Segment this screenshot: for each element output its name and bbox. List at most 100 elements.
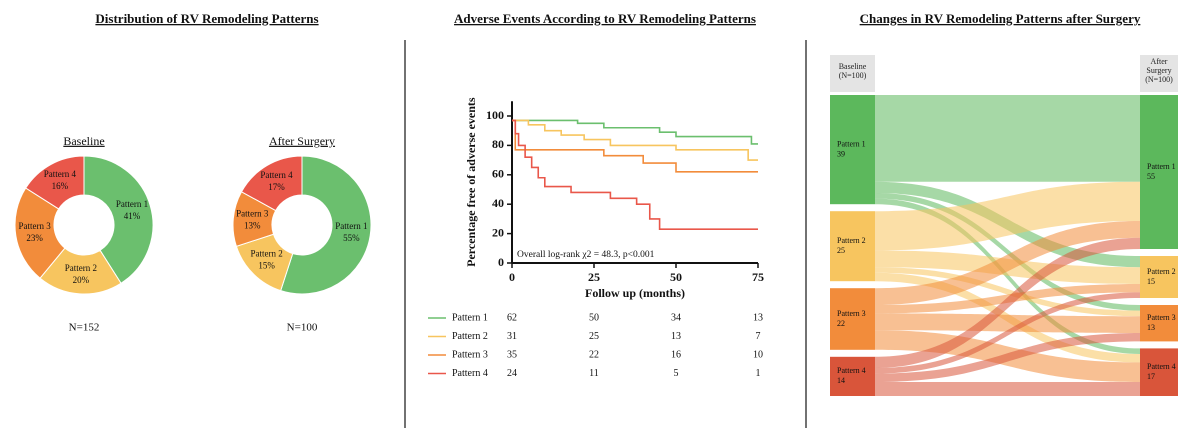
node-value: 25 — [837, 246, 845, 255]
y-tick-label: 100 — [486, 108, 504, 122]
slice-label: Pattern 2 — [251, 248, 283, 258]
x-tick-label: 25 — [588, 270, 600, 284]
slice-value: 16% — [52, 181, 69, 191]
node-value: 17 — [1147, 372, 1155, 381]
survival-curve — [512, 119, 758, 173]
flow — [875, 181, 1140, 251]
risk-count: 62 — [507, 312, 517, 323]
node-label: Pattern 3 — [1147, 313, 1176, 322]
slice-label: Pattern 3 — [18, 221, 51, 231]
node-value: 39 — [837, 149, 845, 158]
y-tick-label: 20 — [492, 225, 504, 239]
header-box — [1140, 55, 1178, 92]
pie-slice — [280, 155, 372, 295]
flow — [875, 95, 1140, 182]
pie-subtitle: After Surgery — [269, 134, 335, 148]
slice-label: Pattern 1 — [116, 199, 148, 209]
x-axis-label: Follow up (months) — [585, 286, 685, 300]
sankey-node — [830, 95, 875, 205]
risk-count: 13 — [753, 312, 763, 323]
flow — [875, 237, 1140, 368]
node-label: Pattern 2 — [837, 236, 866, 245]
legend-label: Pattern 2 — [452, 331, 488, 342]
risk-count: 34 — [671, 312, 681, 323]
slice-value: 23% — [26, 233, 43, 243]
x-tick-label: 75 — [752, 270, 764, 284]
legend-label: Pattern 1 — [452, 312, 488, 323]
node-value: 13 — [1147, 323, 1155, 332]
slice-value: 41% — [124, 211, 141, 221]
risk-count: 24 — [507, 368, 517, 379]
node-value: 22 — [837, 319, 845, 328]
pie-note: N=152 — [69, 322, 100, 334]
slice-label: Pattern 2 — [65, 263, 97, 273]
flow — [875, 292, 1140, 374]
sankey-node — [1140, 95, 1178, 249]
x-tick-label: 0 — [509, 270, 515, 284]
risk-count: 35 — [507, 349, 517, 360]
node-value: 15 — [1147, 277, 1155, 286]
slice-label: Pattern 4 — [44, 169, 77, 179]
survival-curve — [512, 119, 758, 161]
risk-count: 11 — [589, 368, 599, 379]
flow — [875, 198, 1140, 354]
risk-count: 7 — [756, 331, 761, 342]
sankey-node — [830, 211, 875, 282]
node-label: Pattern 1 — [837, 139, 866, 148]
slice-value: 55% — [343, 233, 360, 243]
node-value: 55 — [1147, 172, 1155, 181]
sankey-node — [1140, 305, 1178, 342]
y-tick-label: 40 — [492, 196, 504, 210]
risk-count: 50 — [589, 312, 599, 323]
slice-value: 13% — [244, 220, 261, 230]
legend-label: Pattern 4 — [452, 368, 488, 379]
node-label: Pattern 4 — [837, 366, 866, 375]
risk-count: 1 — [756, 368, 761, 379]
risk-count: 13 — [671, 331, 681, 342]
y-axis-label: Percentage free of adverse events — [464, 97, 478, 267]
node-value: 14 — [837, 376, 845, 385]
node-label: Pattern 1 — [1147, 162, 1176, 171]
flow — [875, 193, 1140, 311]
risk-count: 5 — [674, 368, 679, 379]
y-tick-label: 80 — [492, 137, 504, 151]
panel-title: Distribution of RV Remodeling Patterns — [95, 11, 318, 26]
survival-curve — [512, 119, 758, 230]
flow — [875, 313, 1140, 333]
risk-count: 31 — [507, 331, 517, 342]
pie-slice — [14, 187, 66, 279]
survival-curve — [512, 119, 758, 145]
risk-count: 16 — [671, 349, 681, 360]
risk-count: 10 — [753, 349, 763, 360]
sankey-node — [1140, 256, 1178, 298]
right-header: After Surgery (N=100) — [1145, 57, 1173, 84]
slice-label: Pattern 3 — [236, 208, 269, 218]
slice-label: Pattern 4 — [260, 170, 293, 180]
legend-label: Pattern 3 — [452, 349, 488, 360]
pie-subtitle: Baseline — [63, 134, 104, 148]
node-label: Pattern 2 — [1147, 267, 1176, 276]
flow — [875, 221, 1140, 305]
sankey-node — [830, 288, 875, 350]
y-tick-label: 60 — [492, 167, 504, 181]
flow — [875, 382, 1140, 396]
header-box — [830, 55, 875, 92]
sankey-node — [1140, 348, 1178, 396]
pie-slice — [25, 155, 85, 210]
panel-title: Changes in RV Remodeling Patterns after … — [860, 11, 1141, 26]
slice-value: 20% — [73, 275, 90, 285]
left-header: Baseline (N=100) — [838, 62, 867, 80]
flow — [875, 333, 1140, 382]
y-tick-label: 0 — [498, 255, 504, 269]
annotation: Overall log-rank χ2 = 48.3, p<0.001 — [517, 250, 655, 260]
pie-note: N=100 — [287, 322, 318, 334]
x-tick-label: 50 — [670, 270, 682, 284]
node-label: Pattern 3 — [837, 309, 866, 318]
risk-count: 22 — [589, 349, 599, 360]
node-label: Pattern 4 — [1147, 362, 1176, 371]
panel-title: Adverse Events According to RV Remodelin… — [454, 11, 756, 26]
slice-value: 15% — [258, 260, 275, 270]
risk-count: 25 — [589, 331, 599, 342]
